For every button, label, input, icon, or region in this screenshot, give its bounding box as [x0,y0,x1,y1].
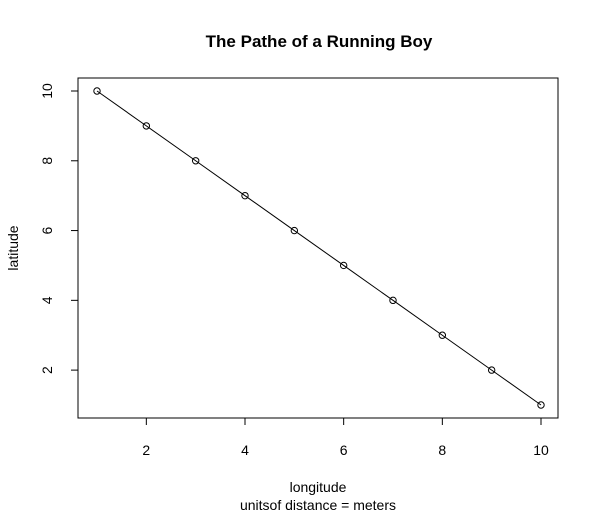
data-point [537,401,545,409]
data-point [142,122,151,130]
y-tick-label: 6 [39,226,55,234]
x-tick-label: 10 [533,442,549,458]
data-point [93,87,101,95]
data-point [290,226,299,235]
y-tick-label: 8 [39,157,55,165]
series-path [93,87,545,409]
data-point [389,296,397,305]
x-tick-label: 8 [438,442,446,458]
y-axis-title: latitude [5,225,21,270]
x-tick-label: 4 [241,442,249,458]
y-tick-label: 2 [39,366,55,374]
y-axis: 2 4 6 8 10 [39,83,79,374]
data-point [438,331,447,339]
data-point [487,366,496,374]
chart-title: The Pathe of a Running Boy [206,32,433,51]
x-axis-subtitle: unitsof distance = meters [240,497,396,513]
data-point [241,191,249,200]
data-point [191,157,200,165]
x-tick-label: 2 [142,442,150,458]
x-tick-label: 6 [340,442,348,458]
data-point [339,261,348,270]
y-tick-label: 10 [39,83,55,99]
y-tick-label: 4 [39,296,55,304]
x-axis-title: longitude [290,479,347,495]
series-line [96,90,542,406]
x-axis: 2 4 6 8 10 [142,417,549,458]
